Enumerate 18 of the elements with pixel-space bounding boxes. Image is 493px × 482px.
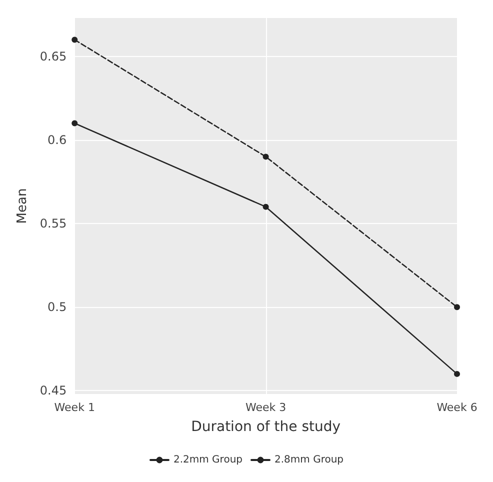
point: [454, 304, 460, 310]
point: [262, 204, 269, 210]
legend-label: 2.8mm Group: [274, 454, 344, 466]
point: [72, 120, 78, 126]
x-tick-label: Week 3: [245, 401, 286, 414]
y-tick-label: 0.5: [48, 300, 67, 314]
point: [72, 36, 78, 43]
y-tick-label: 0.45: [40, 384, 67, 398]
point: [262, 154, 269, 160]
legend-label: 2.2mm Group: [173, 454, 243, 466]
point: [454, 370, 460, 377]
y-tick-label: 0.65: [40, 49, 67, 64]
x-axis-title: Duration of the study: [191, 419, 341, 435]
x-tick-label: Week 1: [54, 401, 95, 414]
y-tick-label: 0.55: [40, 216, 67, 231]
y-tick-label: 0.6: [48, 132, 67, 147]
x-tick-label: Week 6: [436, 401, 478, 414]
y-axis-title: Mean: [15, 188, 30, 224]
